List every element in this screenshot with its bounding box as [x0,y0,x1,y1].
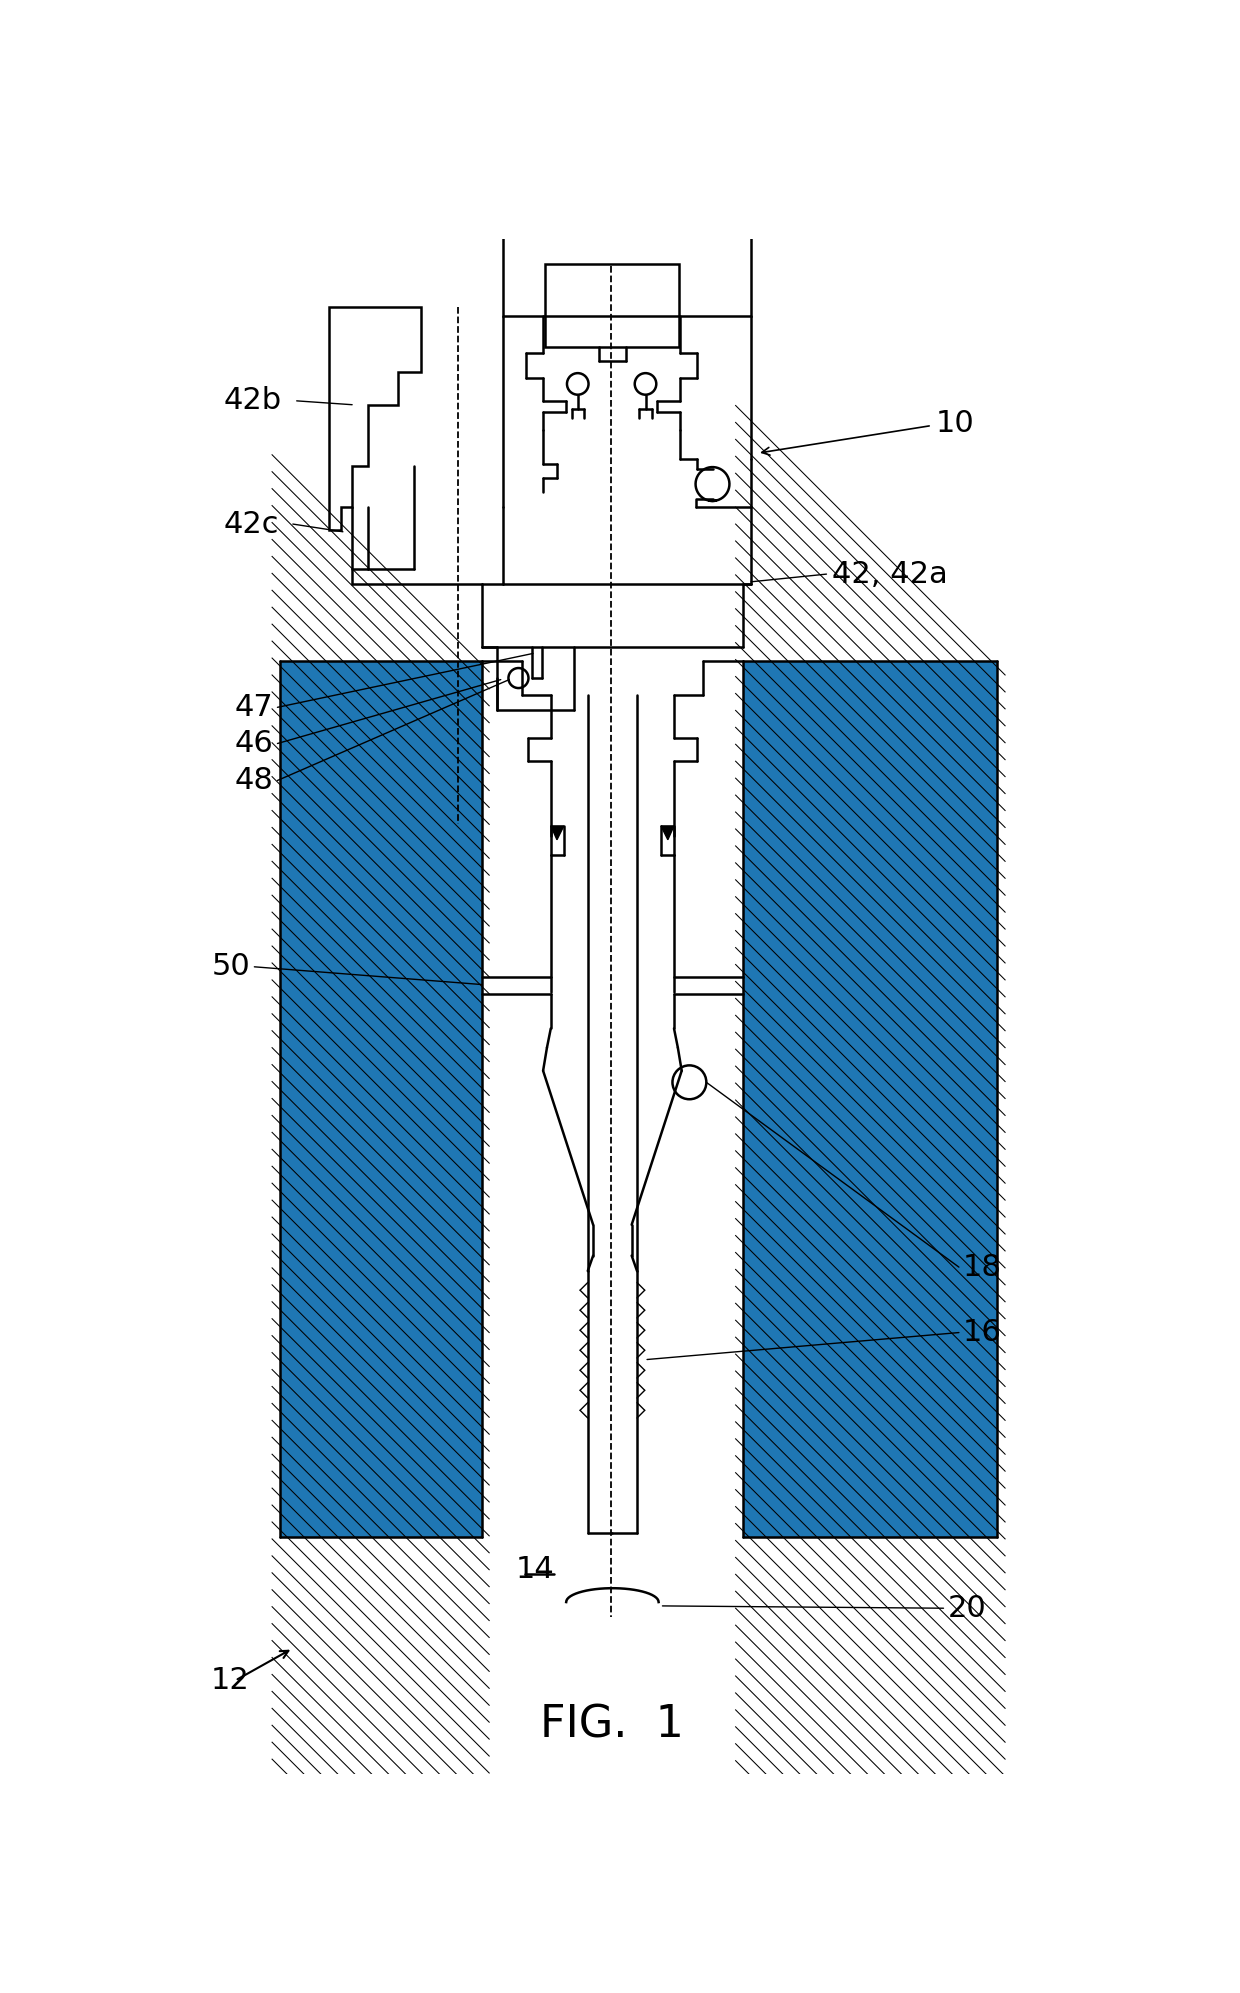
Text: 18: 18 [962,1254,1002,1281]
Polygon shape [551,825,564,839]
Bar [503,126,751,317]
Text: 20: 20 [947,1594,986,1622]
Text: 42c: 42c [223,510,279,538]
Text: 16: 16 [962,1317,1002,1347]
Text: FIG.  1: FIG. 1 [541,1704,684,1746]
Text: 42, 42a: 42, 42a [832,560,947,588]
Polygon shape [661,825,675,839]
Bar [280,662,481,1537]
Bar [743,662,997,1537]
Text: 50: 50 [212,953,250,981]
Text: 14: 14 [516,1555,554,1584]
Text: 48: 48 [234,765,274,795]
Text: 12: 12 [211,1666,249,1696]
Text: 10: 10 [936,409,975,438]
Bar [544,263,678,347]
Text: 46: 46 [234,729,274,757]
Text: 47: 47 [234,694,274,721]
Text: 42b: 42b [223,387,281,415]
